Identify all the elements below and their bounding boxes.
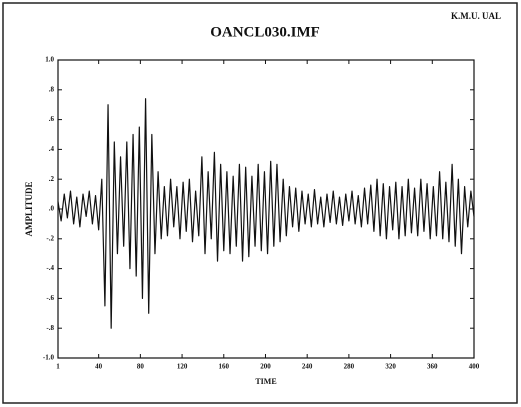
chart-title: OANCL030.IMF [210,24,320,40]
x-axis-label: TIME [255,377,276,386]
frame [2,2,518,404]
y-axis-label: AMPLITUDE [24,181,34,236]
x-tick-label: 280 [344,363,355,371]
x-tick-label: 200 [260,363,271,371]
corner-label: K.M.U. UAL [451,11,501,21]
y-tick-label: .2 [49,175,55,183]
y-tick-label: .8 [49,85,55,93]
y-tick-label: .6 [49,115,55,123]
y-tick-label: -.6 [46,294,54,302]
y-tick-label: .4 [49,145,55,153]
y-tick-label: 1.0 [45,56,54,64]
y-tick-label: -.8 [46,324,54,332]
x-tick-label: 320 [385,363,396,371]
y-tick-label: -1.0 [43,354,55,362]
x-tick-label: 40 [95,363,103,371]
x-tick-label: 400 [469,363,480,371]
x-tick-label: 1 [56,363,60,371]
x-tick-label: 120 [177,363,188,371]
x-tick-label: 240 [302,363,313,371]
y-tick-label: -.2 [46,234,54,242]
signal-line [57,98,475,329]
y-tick-label: .0 [49,205,55,213]
y-tick-label: -.4 [46,264,54,272]
x-tick-label: 360 [427,363,438,371]
x-tick-label: 80 [137,363,145,371]
x-tick-label: 160 [219,363,230,371]
